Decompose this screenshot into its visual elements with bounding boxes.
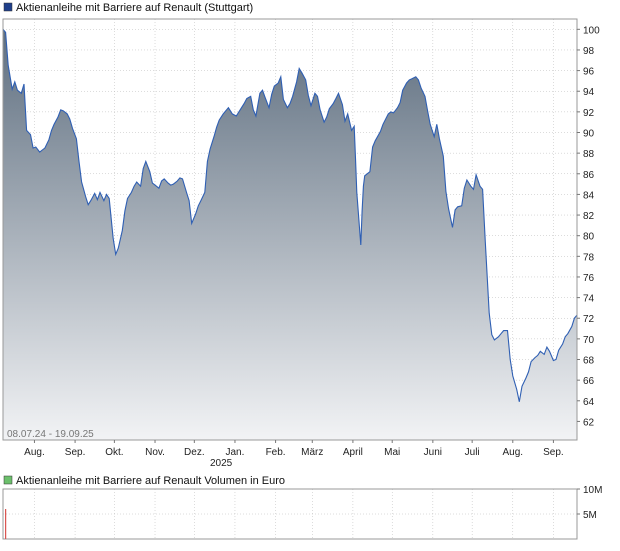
x-axis-ticks: Aug. Sep. Okt. Nov. Dez. Jan. Feb. März April Mai… xyxy=(24,440,564,458)
y-tick-label: 72 xyxy=(583,314,595,325)
y-tick-label: 68 xyxy=(583,356,595,367)
price-chart-title: Aktienanleihe mit Barriere auf Renault (… xyxy=(16,2,253,14)
y-tick-label: 90 xyxy=(583,129,595,140)
y-tick-label: 70 xyxy=(583,335,595,346)
y-tick-label: 92 xyxy=(583,108,595,119)
y-tick-label: 62 xyxy=(583,417,595,428)
x-tick-label: Juni xyxy=(424,447,442,458)
x-tick-label: Sep. xyxy=(65,447,86,458)
x-tick-label: Mai xyxy=(384,447,400,458)
date-range-label: 08.07.24 - 19.09.25 xyxy=(7,429,94,440)
price-line xyxy=(2,28,578,402)
y-tick-label: 100 xyxy=(583,25,600,36)
x-tick-label: Sep. xyxy=(543,447,564,458)
volume-tick-label: 10M xyxy=(583,485,602,496)
y-tick-label: 66 xyxy=(583,376,595,387)
x-tick-label: Nov. xyxy=(145,447,165,458)
y-tick-label: 86 xyxy=(583,170,595,181)
y-tick-label: 64 xyxy=(583,397,595,408)
y-tick-label: 76 xyxy=(583,273,595,284)
x-tick-label: Juli xyxy=(465,447,480,458)
x-tick-label: Aug. xyxy=(24,447,45,458)
y-tick-label: 78 xyxy=(583,252,595,263)
price-area xyxy=(3,29,577,441)
volume-axis-ticks: 5M 10M xyxy=(577,485,602,521)
x-tick-label: April xyxy=(343,447,363,458)
x-tick-label: Dez. xyxy=(184,447,205,458)
y-tick-label: 98 xyxy=(583,46,595,57)
x-tick-label: Aug. xyxy=(502,447,523,458)
x-tick-label: Feb. xyxy=(266,447,286,458)
y-axis-ticks: 62 64 66 68 70 72 74 76 78 80 82 84 86 88 90 92 94 96 98 10… xyxy=(577,25,600,428)
y-tick-label: 80 xyxy=(583,232,595,243)
y-tick-label: 94 xyxy=(583,87,595,98)
volume-tick-label: 5M xyxy=(583,510,597,521)
y-tick-label: 74 xyxy=(583,294,595,305)
volume-grid xyxy=(3,488,577,540)
x-year-label: 2025 xyxy=(210,458,233,469)
volume-legend-swatch xyxy=(3,475,13,485)
y-tick-label: 96 xyxy=(583,67,595,78)
x-tick-label: Jan. xyxy=(226,447,245,458)
x-tick-label: März xyxy=(301,447,323,458)
price-legend-swatch xyxy=(3,2,13,12)
y-tick-label: 84 xyxy=(583,190,595,201)
volume-chart-title: Aktienanleihe mit Barriere auf Renault V… xyxy=(16,475,285,487)
price-plot-frame xyxy=(2,18,578,441)
x-tick-label: Okt. xyxy=(105,447,123,458)
y-tick-label: 88 xyxy=(583,149,595,160)
volume-plot-frame xyxy=(2,488,578,540)
y-tick-label: 82 xyxy=(583,211,595,222)
